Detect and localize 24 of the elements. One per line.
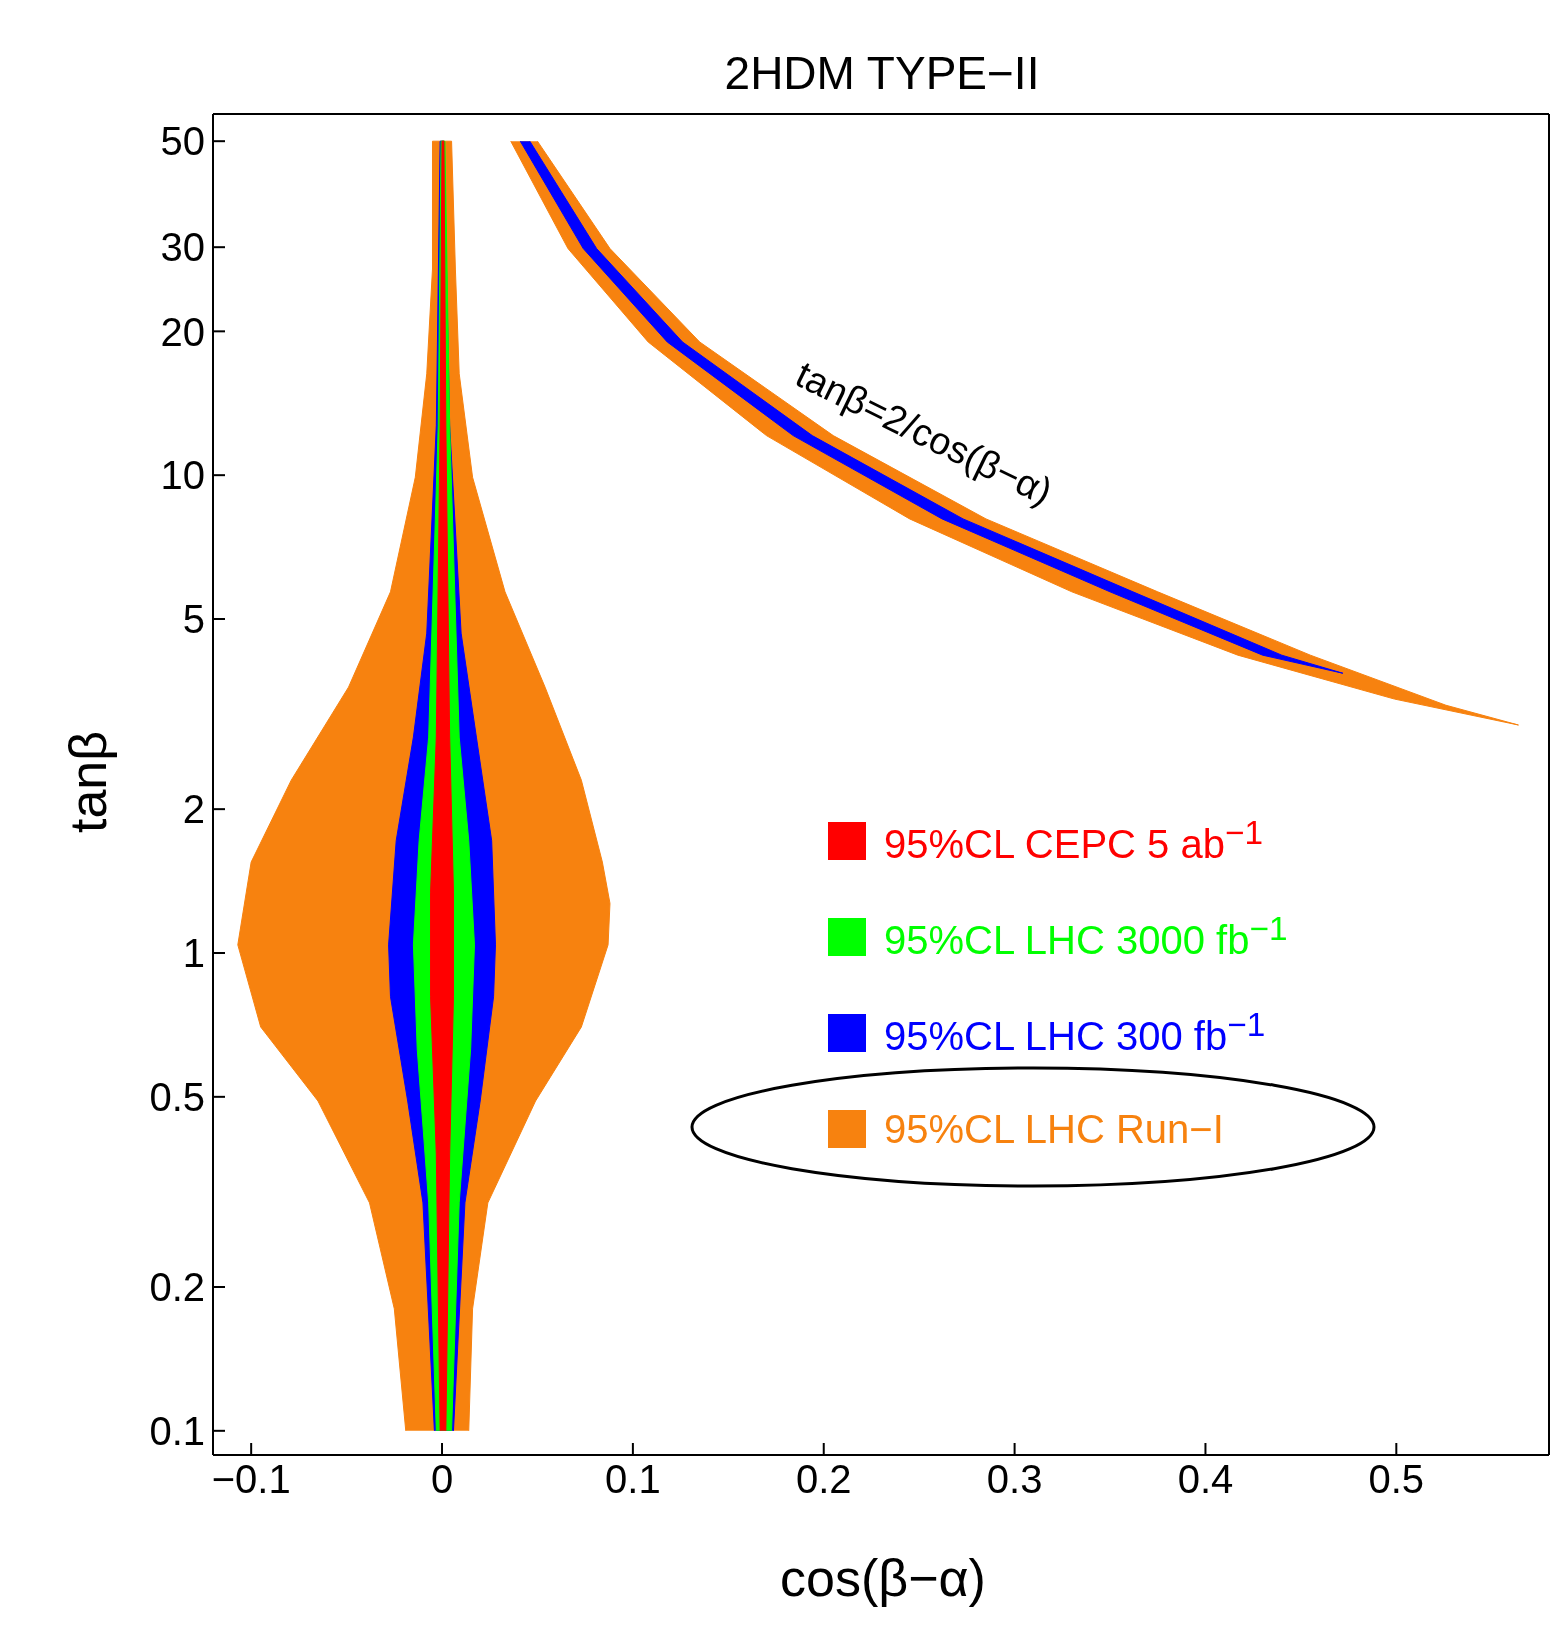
y-tick-label: 5: [182, 597, 205, 642]
y-tick-label: 1: [182, 931, 205, 976]
x-tick-label: 0.5: [1368, 1457, 1425, 1502]
legend-label: 95%CL LHC 3000 fb$^{−1}$: [884, 910, 1288, 964]
x-tick-label: −0.1: [211, 1457, 291, 1502]
y-tick-label: 20: [160, 309, 205, 354]
x-tick-label: 0.3: [986, 1457, 1043, 1502]
x-axis-title: cos(β−α): [779, 1548, 987, 1608]
x-tick-label: 0.1: [605, 1457, 661, 1502]
x-tick-label: 0.4: [1177, 1457, 1234, 1502]
legend-label: 95%CL LHC Run−I: [884, 1106, 1224, 1152]
legend-label: 95%CL LHC 300 fb$^{−1}$: [884, 1006, 1266, 1060]
x-tick-label: 0.2: [795, 1457, 852, 1502]
y-tick-label: 0.1: [149, 1409, 205, 1454]
y-tick-label: 30: [160, 225, 205, 270]
y-tick-label: 10: [160, 453, 205, 498]
y-tick-label: 0.5: [149, 1075, 205, 1120]
y-tick-label: 0.2: [149, 1265, 205, 1310]
y-tick-label: 2: [182, 787, 205, 832]
legend-label: 95%CL CEPC 5 ab$^{−1}$: [884, 814, 1263, 868]
y-axis-title: tanβ: [58, 730, 118, 833]
x-tick-label: 0: [430, 1457, 454, 1502]
y-tick-label: 50: [160, 119, 205, 164]
chart-title: 2HDM TYPE−II: [723, 46, 1041, 100]
